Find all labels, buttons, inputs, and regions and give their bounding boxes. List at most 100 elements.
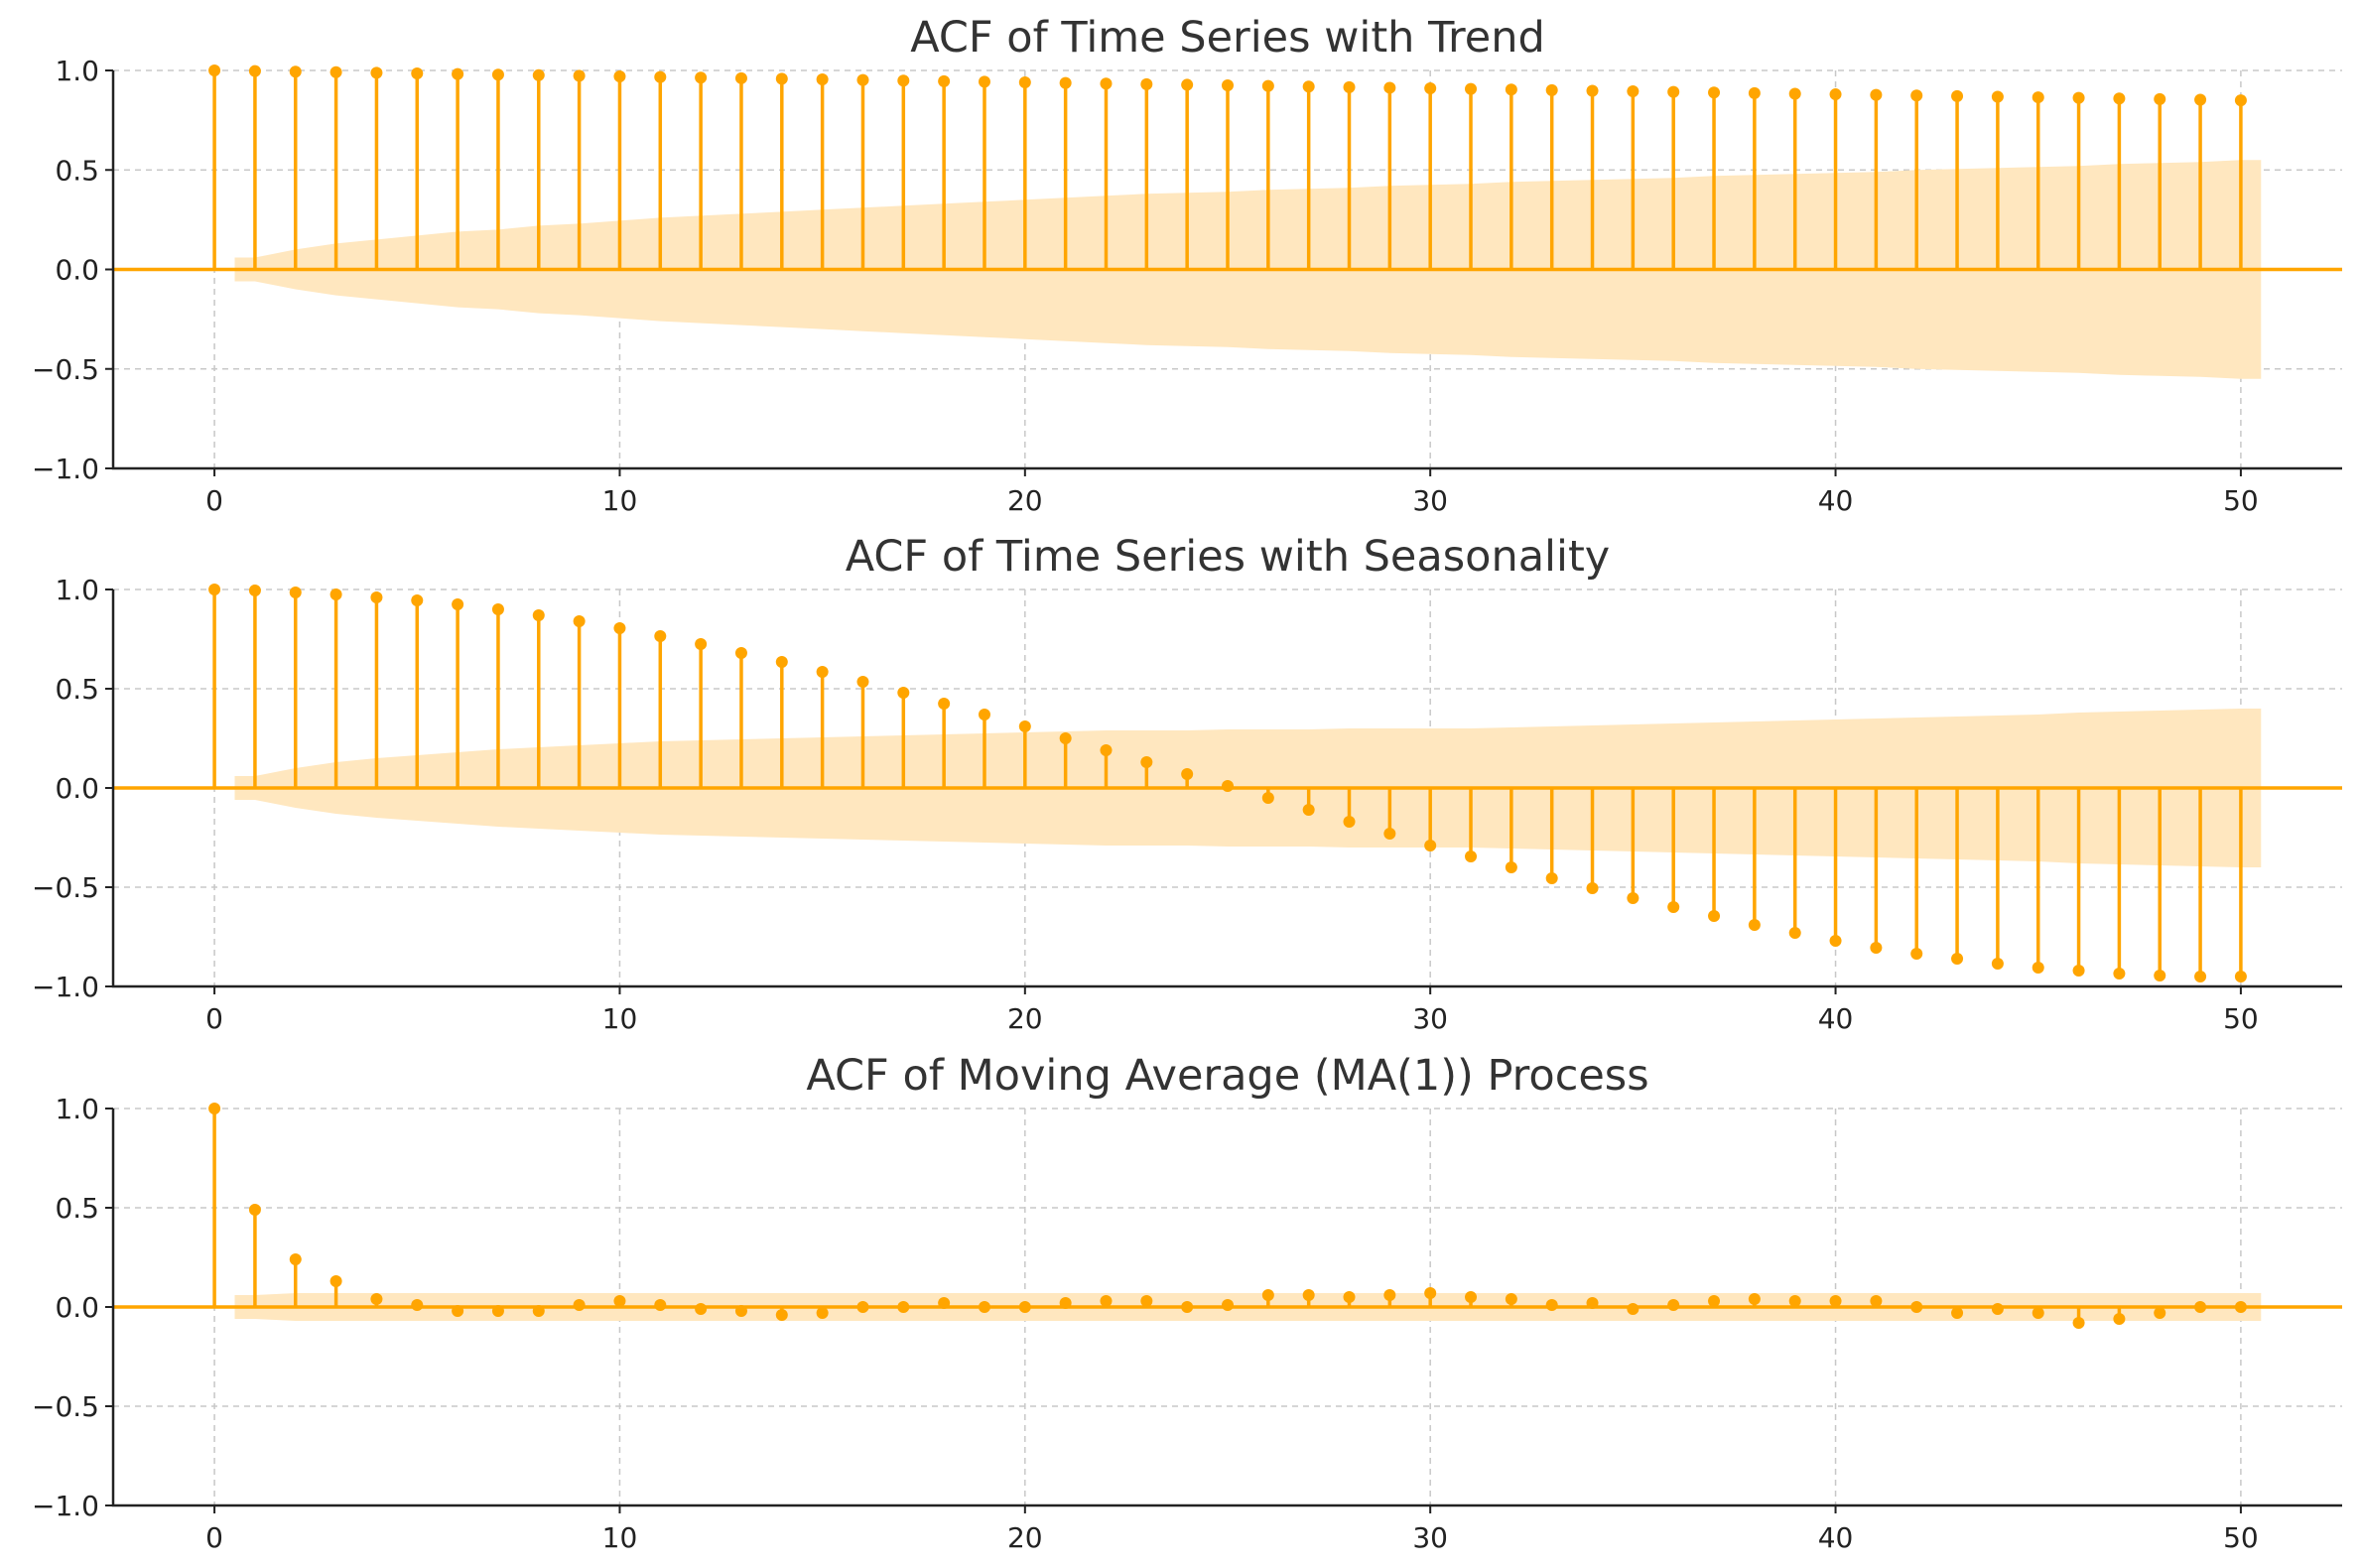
marker-lag-22 [1100,744,1113,756]
marker-lag-7 [491,68,504,81]
x-tick-label: 20 [1007,1002,1043,1035]
y-tick-label: 0.5 [55,673,99,706]
marker-lag-25 [1222,780,1234,792]
marker-lag-27 [1302,80,1315,93]
marker-lag-37 [1708,910,1721,922]
marker-lag-33 [1545,1299,1558,1311]
chart-title: ACF of Time Series with Seasonality [846,532,1611,582]
marker-lag-28 [1343,80,1356,93]
marker-lag-15 [816,666,829,678]
y-tick-label: −0.5 [32,353,99,386]
marker-lag-49 [2194,971,2207,982]
marker-lag-32 [1505,861,1517,873]
marker-lag-20 [1018,76,1031,89]
y-tick-label: 0.0 [55,254,99,287]
marker-lag-28 [1343,1291,1356,1303]
marker-lag-0 [208,65,221,76]
marker-lag-42 [1910,948,1923,960]
marker-lag-19 [978,75,990,88]
marker-lag-27 [1302,804,1315,816]
y-tick-label: −1.0 [32,1490,99,1522]
y-tick-label: −0.5 [32,1390,99,1423]
marker-lag-13 [734,1305,747,1317]
marker-lag-23 [1140,756,1153,768]
marker-lag-18 [938,74,951,87]
marker-lag-32 [1505,1293,1517,1305]
x-tick-label: 50 [2223,1002,2259,1035]
marker-lag-9 [573,69,586,82]
marker-lag-40 [1829,935,1842,947]
marker-lag-31 [1465,850,1478,862]
marker-lag-16 [856,73,869,86]
x-tick-label: 40 [1818,1521,1854,1554]
y-tick-label: 0.0 [55,772,99,805]
marker-lag-17 [897,74,910,87]
marker-lag-48 [2154,92,2166,105]
marker-lag-20 [1018,720,1031,732]
marker-lag-35 [1627,892,1640,904]
marker-lag-28 [1343,816,1356,828]
marker-lag-19 [978,709,990,720]
x-tick-label: 30 [1412,1002,1448,1035]
chart-title: ACF of Moving Average (MA(1)) Process [806,1051,1648,1101]
marker-lag-12 [695,1303,708,1315]
marker-lag-11 [654,1299,667,1311]
marker-lag-34 [1586,1297,1599,1309]
marker-lag-29 [1383,81,1396,94]
marker-lag-45 [2032,1307,2044,1319]
marker-lag-24 [1181,768,1194,780]
marker-lag-46 [2072,965,2085,977]
marker-lag-46 [2072,91,2085,104]
marker-lag-1 [248,1204,261,1216]
marker-lag-50 [2234,1301,2247,1313]
marker-lag-46 [2072,1317,2085,1329]
marker-lag-47 [2113,968,2126,980]
marker-lag-13 [734,647,747,659]
marker-lag-35 [1627,85,1640,98]
y-tick-label: 0.5 [55,154,99,187]
marker-lag-0 [208,1103,221,1114]
marker-lag-6 [452,598,464,610]
x-tick-label: 0 [205,484,223,517]
marker-lag-14 [775,72,788,85]
marker-lag-45 [2032,962,2044,974]
marker-lag-6 [452,1305,464,1317]
marker-lag-18 [938,698,951,710]
marker-lag-42 [1910,89,1923,102]
marker-lag-26 [1261,79,1274,92]
marker-lag-41 [1870,88,1883,101]
marker-lag-4 [370,66,383,79]
marker-lag-31 [1465,1291,1478,1303]
marker-lag-23 [1140,77,1153,90]
marker-lag-36 [1667,901,1680,913]
marker-lag-34 [1586,84,1599,97]
panel-trend: 0 10 20 30 40 50 1.0 0.5 0.0 −0.5 −1.0 ACF of Time … [32,13,2342,517]
marker-lag-14 [775,1309,788,1321]
marker-lag-0 [208,584,221,595]
marker-lag-8 [532,609,545,621]
x-tick-label: 0 [205,1521,223,1554]
marker-lag-43 [1951,1307,1964,1319]
marker-lag-12 [695,71,708,84]
marker-lag-21 [1059,76,1072,89]
marker-lag-7 [491,1305,504,1317]
marker-lag-50 [2234,94,2247,107]
marker-lag-7 [491,603,504,615]
y-tick-label: 1.0 [55,1093,99,1125]
marker-lag-2 [289,1253,302,1265]
marker-lag-11 [654,630,667,642]
marker-lag-41 [1870,1295,1883,1307]
marker-lag-3 [329,588,342,600]
marker-lag-27 [1302,1289,1315,1301]
x-tick-label: 40 [1818,1002,1854,1035]
marker-lag-38 [1748,919,1761,931]
marker-lag-5 [411,67,424,80]
marker-lag-40 [1829,88,1842,101]
marker-lag-23 [1140,1295,1153,1307]
y-tick-label: 0.0 [55,1291,99,1324]
marker-lag-43 [1951,89,1964,102]
x-tick-label: 20 [1007,484,1043,517]
marker-lag-44 [1991,90,2004,103]
marker-lag-44 [1991,958,2004,970]
